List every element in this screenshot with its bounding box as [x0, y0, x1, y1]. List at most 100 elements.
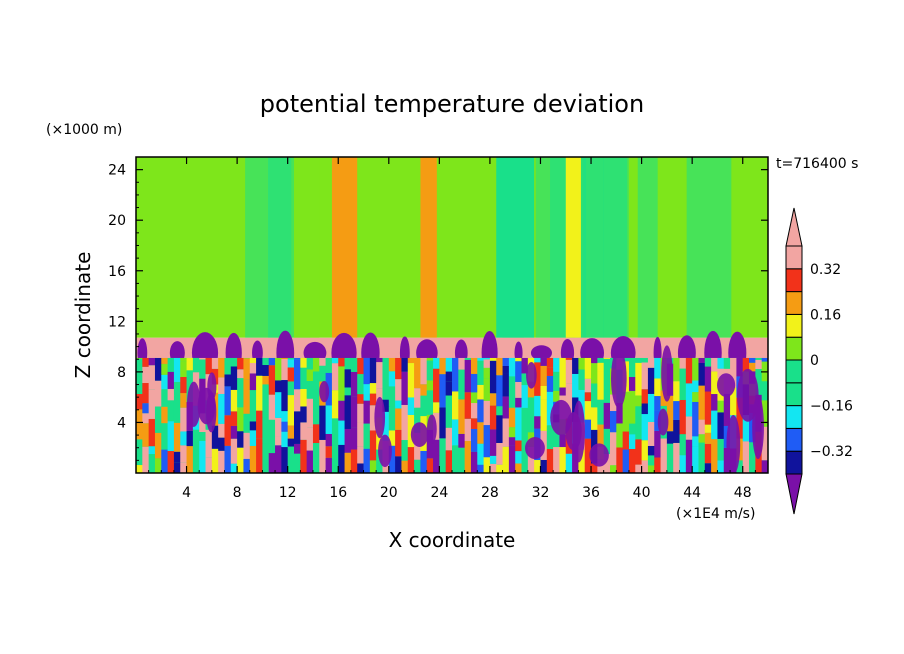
- lower-layer-cell: [218, 423, 226, 438]
- lower-layer-cell: [249, 390, 257, 422]
- lower-layer-cell: [483, 425, 491, 458]
- lower-layer-plume: [550, 399, 573, 436]
- lower-layer-cell: [363, 400, 371, 424]
- lower-layer-cell: [470, 428, 478, 452]
- lower-layer-cell: [610, 394, 617, 412]
- lower-layer-cell: [249, 421, 257, 431]
- lower-layer-cell: [426, 458, 434, 473]
- lower-layer-cell: [565, 357, 573, 360]
- lower-layer-cell: [628, 377, 636, 391]
- lower-layer-cell: [508, 357, 516, 377]
- lower-layer-cell: [445, 395, 453, 428]
- lower-layer-cell: [287, 359, 295, 368]
- lower-layer-cell: [508, 437, 516, 446]
- y-tick-label: 20: [108, 213, 126, 229]
- lower-layer-cell: [312, 389, 320, 425]
- lower-layer-cell: [572, 357, 580, 374]
- lower-layer-cell: [521, 385, 529, 408]
- lower-layer-cell: [572, 443, 580, 473]
- lower-layer-cell: [489, 357, 497, 361]
- lower-layer-cell: [635, 464, 643, 473]
- lower-layer-cell: [331, 459, 339, 473]
- lower-layer-cell: [641, 440, 649, 461]
- lower-layer-cell: [445, 371, 453, 382]
- lower-layer-cell: [167, 371, 175, 389]
- lower-layer-cell: [565, 359, 573, 384]
- lower-layer-cell: [502, 373, 510, 397]
- lower-layer-cell: [470, 392, 478, 404]
- lower-layer-cell: [180, 431, 188, 446]
- lower-layer-cell: [584, 392, 592, 402]
- lower-layer-cell: [565, 383, 573, 419]
- lower-layer-cell: [477, 357, 485, 361]
- lower-layer-cell: [142, 383, 150, 404]
- lower-layer-cell: [433, 439, 440, 473]
- lower-layer-cell: [508, 445, 516, 473]
- lower-layer-cell: [376, 362, 384, 389]
- lower-layer-cell: [534, 395, 542, 417]
- lower-layer-cell: [749, 442, 756, 473]
- lower-layer-cell: [186, 370, 194, 391]
- lower-layer-cell: [230, 438, 238, 464]
- lower-layer-cell: [350, 357, 358, 372]
- lower-layer-cell: [508, 407, 516, 428]
- x-tick-label: 16: [329, 485, 347, 501]
- upper-layer-patch: [686, 157, 732, 338]
- lower-layer-cell: [521, 373, 529, 386]
- lower-layer-cell: [736, 357, 744, 377]
- lower-layer-cell: [742, 441, 750, 473]
- lower-layer-cell: [515, 361, 523, 382]
- lower-layer-cell: [477, 399, 485, 423]
- lower-layer-cell: [230, 366, 238, 390]
- lower-layer-cell: [616, 447, 624, 473]
- colorbar-box: [785, 450, 803, 475]
- lower-layer-cell: [597, 424, 605, 447]
- lower-layer-cell: [357, 422, 365, 447]
- lower-layer-cell: [711, 357, 719, 372]
- x-tick-label: 28: [481, 485, 499, 501]
- lower-layer-cell: [603, 428, 611, 455]
- lower-layer-cell: [660, 390, 668, 406]
- lower-layer-cell: [331, 390, 339, 419]
- lower-layer-cell: [420, 384, 428, 396]
- lower-layer-cell: [628, 390, 636, 424]
- lower-layer-cell: [382, 399, 390, 412]
- lower-layer-cell: [679, 399, 687, 435]
- lower-layer-cell: [331, 357, 339, 364]
- lower-layer-cell: [230, 357, 238, 367]
- lower-layer-cell: [211, 357, 219, 369]
- lower-layer-cell: [357, 357, 365, 375]
- lower-layer-cell: [249, 445, 257, 473]
- lower-layer-cell: [433, 357, 440, 369]
- lower-layer-cell: [338, 366, 346, 401]
- lower-layer-cell: [414, 407, 422, 433]
- lower-layer-cell: [553, 371, 561, 391]
- lower-layer-cell: [186, 446, 194, 473]
- lower-layer-cell: [483, 457, 491, 473]
- lower-layer-cell: [635, 406, 643, 440]
- lower-layer-cell: [483, 400, 491, 426]
- lower-layer-cell: [237, 357, 245, 370]
- lower-layer-cell: [136, 393, 143, 410]
- lower-layer-cell: [452, 391, 459, 420]
- lower-layer-cell: [199, 440, 207, 473]
- lower-layer-cell: [553, 390, 561, 402]
- lower-layer-cell: [711, 410, 719, 440]
- lower-layer-cell: [540, 459, 548, 473]
- lower-layer-cell: [426, 390, 434, 415]
- lower-layer-cell: [154, 432, 162, 459]
- lower-layer-cell: [635, 362, 643, 396]
- x-tick-label: 12: [279, 485, 297, 501]
- lower-layer-cell: [673, 381, 681, 402]
- lower-layer-cell: [173, 395, 181, 423]
- lower-layer-cell: [388, 371, 396, 387]
- x-tick-label: 4: [182, 485, 191, 501]
- lower-layer-plume: [410, 422, 429, 447]
- lower-layer-cell: [597, 357, 605, 363]
- lower-layer-cell: [281, 411, 289, 422]
- lower-layer-cell: [439, 455, 447, 473]
- lower-layer-cell: [300, 357, 308, 368]
- lower-layer-cell: [167, 451, 175, 473]
- lower-layer-cell: [300, 439, 308, 473]
- lower-layer-cell: [388, 386, 396, 407]
